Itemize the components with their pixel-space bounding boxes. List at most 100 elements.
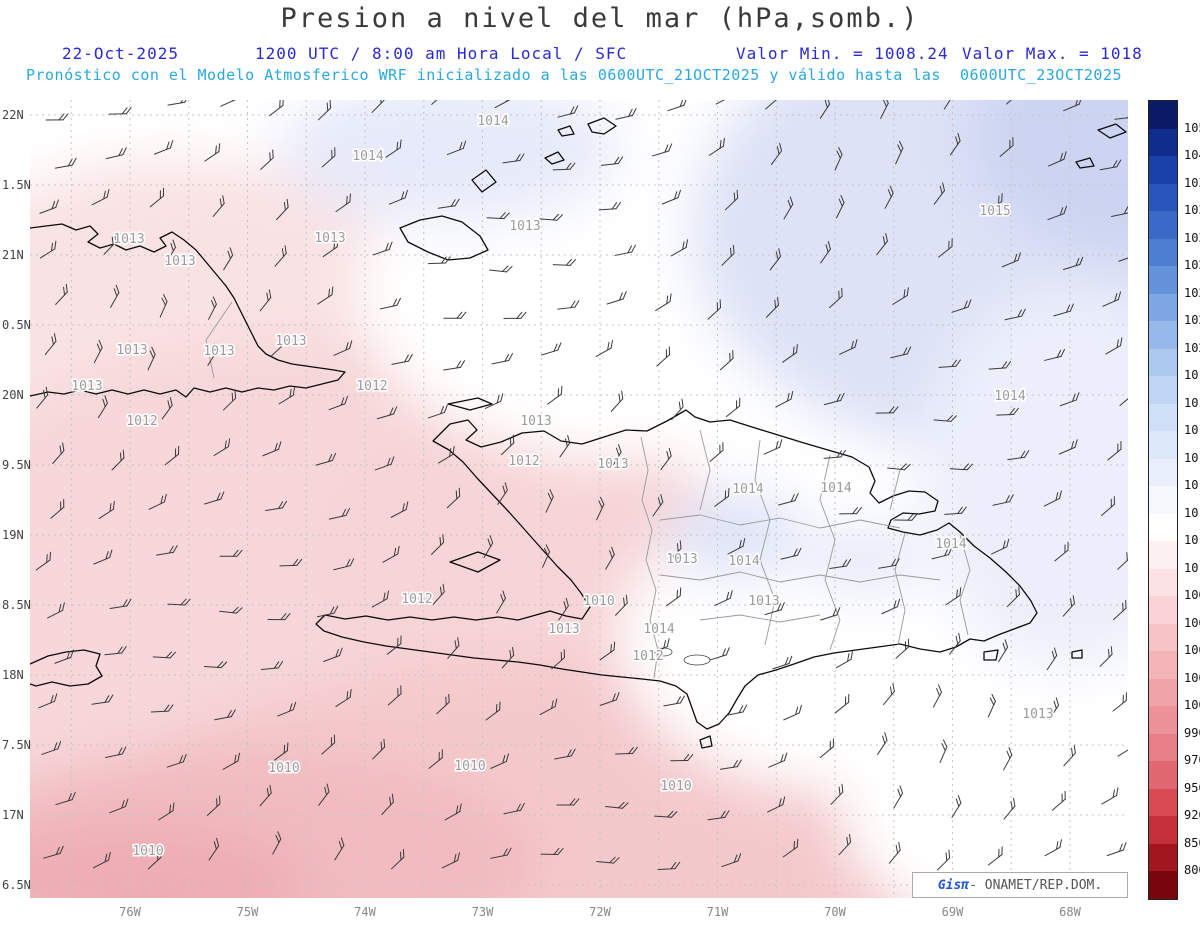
colorbar-tick-label: 970 (1184, 753, 1200, 768)
colorbar-segment (1149, 733, 1177, 762)
contour-label: 1013 (113, 232, 144, 247)
colorbar-tick-label: 1035 (1184, 203, 1200, 218)
min-value-label: Valor Min. = 1008.24 (736, 44, 949, 63)
contour-label: 1010 (583, 594, 614, 609)
lon-tick-label: 68W (1059, 905, 1081, 919)
colorbar-tick-label: 1004 (1184, 643, 1200, 658)
lat-tick-label: 19N (2, 528, 24, 542)
lat-tick-label: 18N (2, 668, 24, 682)
colorbar-segment (1149, 541, 1177, 569)
contour-label: 1014 (732, 482, 763, 497)
caicos-islands (544, 117, 617, 165)
colorbar-segment (1149, 321, 1177, 349)
contour-label: 1012 (632, 649, 663, 664)
lon-tick-label: 72W (589, 905, 611, 919)
colorbar-tick-label: 1020 (1184, 340, 1200, 355)
colorbar-tick-label: 950 (1184, 780, 1200, 795)
colorbar-tick-label: 1019 (1184, 368, 1200, 383)
lat-tick-label: 9.5N (2, 458, 31, 472)
lat-tick-label: 1.5N (2, 178, 31, 192)
lon-tick-label: 73W (471, 905, 494, 919)
colorbar-segment (1149, 651, 1177, 679)
colorbar-segment (1149, 816, 1177, 844)
contour-label: 1013 (748, 594, 779, 609)
colorbar-segment (1149, 761, 1177, 789)
contour-label: 1010 (660, 779, 691, 794)
contour-label: 1010 (132, 844, 163, 859)
contour-label: 1014 (935, 537, 966, 552)
colorbar-segment (1149, 843, 1177, 872)
mona-island (1071, 649, 1083, 659)
contour-label: 1012 (508, 454, 539, 469)
lat-tick-label: 22N (2, 108, 24, 122)
contour-label: 1014 (994, 389, 1025, 404)
contour-label: 1012 (126, 414, 157, 429)
forecast-description: Pronóstico con el Modelo Atmosferico WRF… (25, 66, 1123, 84)
little-inagua-island (471, 169, 497, 193)
tortuga-island (447, 397, 493, 411)
province-borders-layer (205, 301, 971, 679)
lat-tick-label: 20N (2, 388, 24, 402)
contour-label: 1013 (520, 414, 551, 429)
colorbar-tick-label: 920 (1184, 808, 1200, 823)
colorbar-tick-label: 1025 (1184, 285, 1200, 300)
lat-tick-label: 17N (2, 808, 24, 822)
colorbar-tick-label: 1050 (1184, 120, 1200, 135)
colorbar-segment (1149, 871, 1177, 899)
contour-label: 1014 (477, 114, 508, 129)
colorbar-swatches (1148, 100, 1178, 900)
turks-islands (1075, 123, 1127, 169)
watermark: Gisπ - ONAMET/REP.DOM. (912, 872, 1128, 898)
colorbar-tick-label: 990 (1184, 725, 1200, 740)
colorbar-segment (1149, 183, 1177, 212)
latlon-grid (30, 100, 1128, 898)
contour-label: 1013 (314, 231, 345, 246)
valid-time-label: 1200 UTC / 8:00 am Hora Local / SFC (255, 44, 628, 63)
colorbar-segment (1149, 101, 1177, 129)
contour-label: 1013 (164, 254, 195, 269)
colorbar-segment (1149, 238, 1177, 267)
lat-tick-label: 8.5N (2, 598, 31, 612)
contour-label: 1010 (454, 759, 485, 774)
gonave-island (449, 551, 501, 573)
colorbar-tick-label: 1040 (1184, 148, 1200, 163)
colorbar-tick-label: 1008 (1184, 588, 1200, 603)
colorbar-segment (1149, 788, 1177, 817)
lat-tick-label: 21N (2, 248, 24, 262)
colorbar-tick-label: 850 (1184, 835, 1200, 850)
colorbar-tick-label: 1018 (1184, 395, 1200, 410)
contour-label: 1014 (643, 622, 674, 637)
colorbar-segment (1149, 403, 1177, 432)
beata-island (699, 735, 713, 749)
colorbar-segment (1149, 128, 1177, 157)
colorbar-segment (1149, 376, 1177, 404)
colorbar-tick-label: 1010 (1184, 560, 1200, 575)
lat-tick-label: 6.5N (2, 878, 31, 892)
cuba-coastline (30, 223, 346, 398)
colorbar-segment (1149, 678, 1177, 707)
colorbar-segment (1149, 568, 1177, 597)
gispi-logo: Gisπ (937, 877, 970, 893)
colorbar-tick-label: 1015 (1184, 478, 1200, 493)
colorbar-segment (1149, 156, 1177, 184)
colorbar-segment (1149, 293, 1177, 322)
contour-label: 1013 (1022, 707, 1053, 722)
lon-tick-label: 70W (824, 905, 846, 919)
wind-barbs-layer (35, 100, 1128, 871)
colorbar-tick-label: 1038 (1184, 175, 1200, 190)
jamaica-coastline (30, 649, 103, 687)
contour-label: 1013 (71, 379, 102, 394)
colorbar-tick-label: 1028 (1184, 258, 1200, 273)
colorbar-tick-label: 1006 (1184, 615, 1200, 630)
contour-label: 1012 (356, 379, 387, 394)
colorbar-tick-label: 1013 (1184, 505, 1200, 520)
coastlines-layer (30, 117, 1127, 749)
contour-label: 1013 (509, 219, 540, 234)
contour-label: 1013 (666, 552, 697, 567)
colorbar-tick-label: 1017 (1184, 423, 1200, 438)
colorbar-segment (1149, 348, 1177, 377)
contour-label: 1012 (401, 592, 432, 607)
hispaniola-coastline (315, 409, 1038, 730)
